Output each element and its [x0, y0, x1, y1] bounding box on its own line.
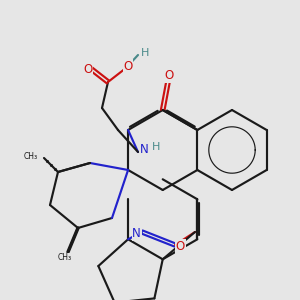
Text: O: O: [84, 63, 93, 76]
Text: H: H: [141, 48, 150, 58]
Text: CH₃: CH₃: [23, 152, 38, 161]
Text: O: O: [123, 60, 132, 73]
Text: N: N: [140, 143, 149, 156]
Text: H: H: [152, 142, 160, 152]
Text: O: O: [176, 240, 185, 253]
Text: N: N: [132, 227, 141, 240]
Text: CH₃: CH₃: [58, 253, 72, 262]
Text: O: O: [164, 69, 173, 82]
